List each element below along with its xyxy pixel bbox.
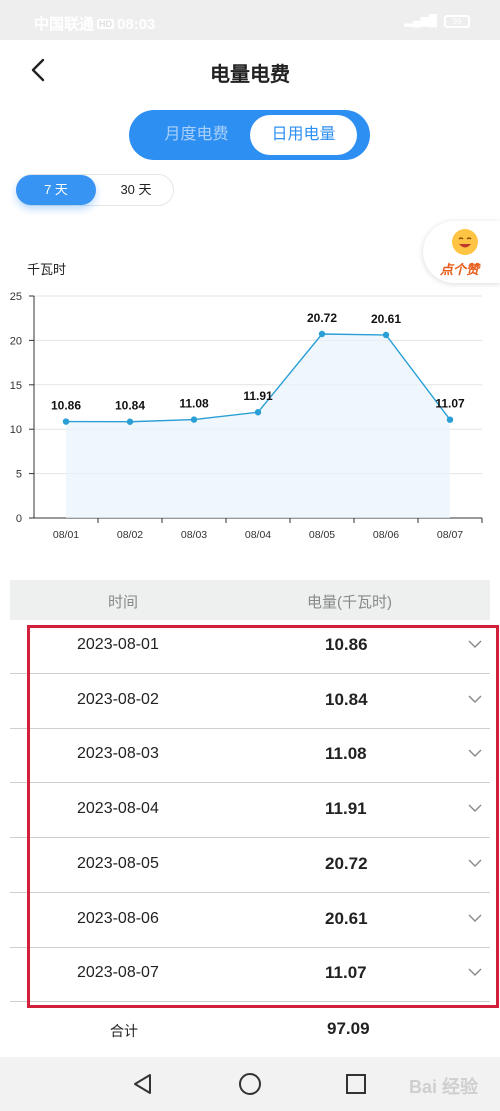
series-area bbox=[66, 334, 450, 518]
header-time: 时间 bbox=[108, 594, 139, 611]
status-bar: 中国联通 HD 08:03 ▂▄▆█ 99 bbox=[0, 0, 500, 40]
x-tick-label: 08/07 bbox=[437, 529, 463, 541]
data-label: 10.84 bbox=[115, 399, 145, 413]
recents-square-icon[interactable] bbox=[344, 1072, 368, 1096]
status-carrier: 中国联通 HD 08:03 bbox=[34, 13, 155, 34]
header-usage: 电量(千瓦时) bbox=[307, 594, 392, 611]
x-tick-label: 08/05 bbox=[309, 529, 335, 541]
chevron-down-icon[interactable] bbox=[468, 746, 482, 760]
battery-icon: 99 bbox=[444, 15, 470, 28]
total-label: 合计 bbox=[110, 1023, 138, 1039]
row-date: 2023-08-06 bbox=[77, 909, 159, 927]
x-tick-label: 08/04 bbox=[245, 529, 271, 541]
table-row[interactable]: 2023-08-05 20.72 bbox=[10, 839, 490, 893]
chevron-down-icon[interactable] bbox=[468, 801, 482, 815]
row-value: 20.61 bbox=[325, 908, 368, 928]
row-value: 11.91 bbox=[325, 799, 367, 819]
row-date: 2023-08-04 bbox=[77, 800, 159, 818]
row-value: 20.72 bbox=[325, 853, 368, 873]
like-button[interactable]: 点个赞 bbox=[423, 221, 500, 283]
row-value: 11.07 bbox=[325, 963, 367, 983]
status-time: 08:03 bbox=[117, 16, 156, 33]
x-tick-label: 08/02 bbox=[117, 529, 143, 541]
data-point bbox=[446, 416, 454, 423]
row-date: 2023-08-02 bbox=[77, 690, 159, 708]
chevron-down-icon[interactable] bbox=[468, 911, 482, 925]
status-icons: ▂▄▆█ 99 bbox=[404, 14, 470, 28]
table-row[interactable]: 2023-08-06 20.61 bbox=[10, 894, 490, 948]
chart-y-unit: 千瓦时 bbox=[27, 262, 67, 277]
chevron-down-icon[interactable] bbox=[468, 637, 482, 651]
row-date: 2023-08-03 bbox=[77, 745, 159, 763]
smiley-face-icon bbox=[452, 229, 478, 255]
x-tick-label: 08/01 bbox=[53, 529, 79, 541]
hd-badge: HD bbox=[97, 19, 115, 29]
chevron-down-icon[interactable] bbox=[468, 856, 482, 870]
table-header: 时间 电量(千瓦时) bbox=[10, 580, 490, 620]
data-label: 20.72 bbox=[307, 311, 337, 325]
carrier-name: 中国联通 bbox=[34, 16, 95, 33]
range-30-days-button[interactable]: 30 天 bbox=[120, 182, 152, 197]
y-tick-label: 0 bbox=[16, 513, 22, 525]
table-row[interactable]: 2023-08-07 11.07 bbox=[10, 948, 490, 1003]
chevron-down-icon[interactable] bbox=[468, 692, 482, 706]
total-value: 97.09 bbox=[327, 1019, 370, 1038]
data-point bbox=[318, 330, 326, 338]
data-label: 10.86 bbox=[51, 399, 81, 413]
chevron-down-icon[interactable] bbox=[468, 965, 482, 979]
back-triangle-icon[interactable] bbox=[131, 1072, 155, 1096]
table-row[interactable]: 2023-08-02 10.84 bbox=[10, 675, 490, 729]
row-date: 2023-08-07 bbox=[77, 964, 159, 982]
y-tick-label: 20 bbox=[10, 335, 22, 347]
range-7-days-button[interactable]: 7 天 bbox=[16, 175, 96, 205]
nav-bar: 电量电费 bbox=[0, 40, 500, 100]
back-button[interactable] bbox=[26, 56, 54, 84]
tab-monthly-fee[interactable]: 月度电费 bbox=[164, 126, 229, 143]
page-title: 电量电费 bbox=[210, 64, 290, 86]
row-date: 2023-08-05 bbox=[77, 854, 159, 872]
like-label: 点个赞 bbox=[440, 262, 480, 277]
table-row[interactable]: 2023-08-04 11.91 bbox=[10, 784, 490, 839]
data-point bbox=[190, 416, 198, 423]
table-row[interactable]: 2023-08-01 10.86 bbox=[10, 620, 490, 674]
home-circle-icon[interactable] bbox=[238, 1072, 262, 1096]
data-point bbox=[254, 409, 262, 416]
tab-daily-usage[interactable]: 日用电量 bbox=[250, 115, 357, 155]
data-label: 11.91 bbox=[243, 389, 273, 403]
chevron-left-icon bbox=[31, 58, 45, 82]
row-value: 10.84 bbox=[325, 689, 368, 709]
x-tick-label: 08/06 bbox=[373, 529, 399, 541]
row-date: 2023-08-01 bbox=[77, 636, 159, 653]
data-point bbox=[382, 331, 390, 339]
system-nav-bar: Bai 经验 bbox=[0, 1057, 500, 1111]
table-row[interactable]: 2023-08-03 11.08 bbox=[10, 729, 490, 784]
row-value: 10.86 bbox=[325, 635, 368, 654]
row-value: 11.08 bbox=[325, 744, 367, 764]
total-row: 合计 97.09 bbox=[0, 1010, 500, 1050]
data-label: 20.61 bbox=[371, 312, 401, 326]
y-tick-label: 10 bbox=[10, 424, 22, 436]
range-selector: 7 天 30 天 bbox=[16, 174, 174, 206]
data-label: 11.07 bbox=[435, 397, 465, 411]
y-tick-label: 5 bbox=[16, 469, 22, 481]
x-tick-label: 08/03 bbox=[181, 529, 207, 541]
daily-usage-chart: 0 5 10 15 20 25 08/01 08/02 08/03 08/04 08/05 08/06… bbox=[10, 291, 483, 541]
y-tick-label: 25 bbox=[10, 291, 22, 303]
signal-icon: ▂▄▆█ bbox=[404, 15, 437, 27]
data-label: 11.08 bbox=[179, 397, 209, 411]
data-point bbox=[62, 418, 70, 425]
data-point bbox=[126, 418, 134, 425]
watermark: Bai 经验 bbox=[408, 1077, 478, 1097]
view-tabs: 月度电费 日用电量 bbox=[129, 110, 370, 160]
y-tick-label: 15 bbox=[10, 380, 22, 392]
